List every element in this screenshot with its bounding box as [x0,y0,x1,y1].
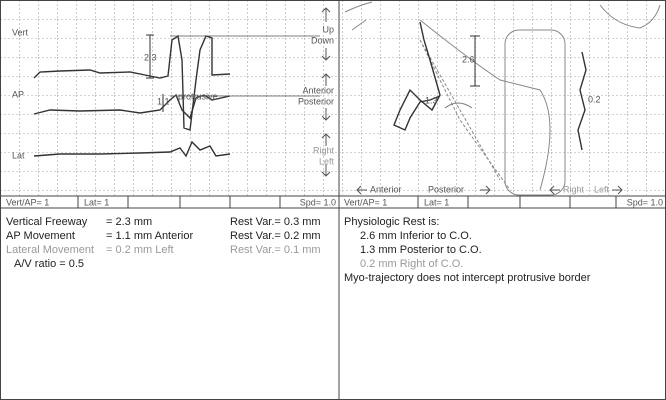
report-label: Lateral Movement [6,244,94,256]
measure-label: 0.2 [588,94,601,104]
report-ratio: A/V ratio = 0.5 [14,258,84,270]
status-text: Vert/AP= 1 [6,197,49,207]
report-line: 0.2 mm Right of C.O. [360,258,463,270]
measure-label: 2.3 [144,52,157,62]
direction-label: Anterior [302,85,334,95]
status-text: Lat= 1 [424,197,449,207]
direction-label: Up [322,24,334,34]
status-text: Vert/AP= 1 [344,197,387,207]
report-value: = 0.2 mm Left [106,244,174,256]
direction-arrows [321,7,331,177]
direction-label: Anterior [370,184,402,194]
trace-label: protrusive [178,91,218,101]
direction-label: Posterior [298,96,334,106]
report-line: 1.3 mm Posterior to C.O. [360,244,482,256]
report-value: = 1.1 mm Anterior [106,230,193,242]
direction-label: Right [563,184,585,194]
direction-label: Posterior [428,184,464,194]
direction-label: Left [594,184,610,194]
report-note: Myo-trajectory does not intercept protru… [344,272,591,284]
status-text: Lat= 1 [84,197,109,207]
right-drawing [344,1,661,196]
status-cells [77,196,617,208]
report-var: Rest Var.= 0.1 mm [230,244,321,256]
report-title: Physiologic Rest is: [344,216,439,228]
measure-label: 2.6 [462,54,475,64]
channel-label: Lat [12,150,25,160]
report-var: Rest Var.= 0.2 mm [230,230,321,242]
direction-label: Down [311,35,334,45]
report-label: AP Movement [6,230,75,242]
report-var: Rest Var.= 0.3 mm [230,216,321,228]
left-grid [1,1,338,196]
report-value: = 2.3 mm [106,216,152,228]
report-line: 2.6 mm Inferior to C.O. [360,230,472,242]
left-traces [33,34,320,158]
channel-label: Vert [12,27,29,37]
measure-label: 1.3 [425,95,438,105]
status-text: Spd= 1.0 [300,197,336,207]
direction-label: Right [313,145,335,155]
report-label: Vertical Freeway [6,216,88,228]
direction-label: Left [319,156,335,166]
channel-label: AP [12,89,24,99]
measure-label: 1.1 [157,96,170,106]
status-text: Spd= 1.0 [627,197,663,207]
right-grid [340,1,665,196]
